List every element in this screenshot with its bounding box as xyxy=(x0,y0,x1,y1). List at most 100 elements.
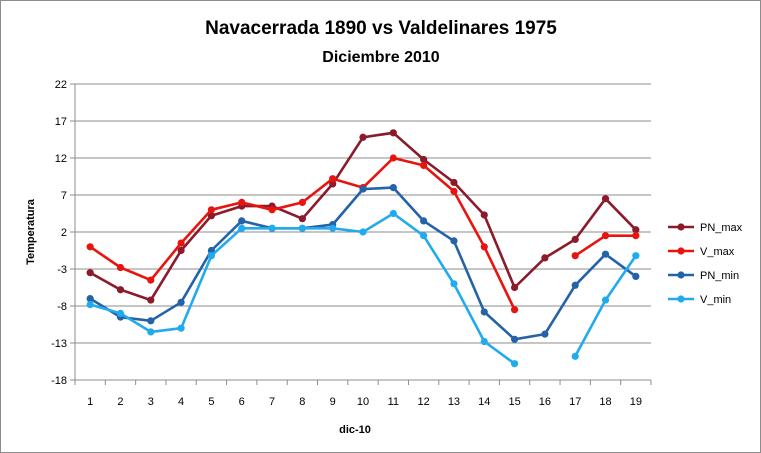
data-point-v-max xyxy=(450,187,458,195)
series-pn-max xyxy=(86,129,640,304)
legend-label-v-min: V_min xyxy=(700,294,731,306)
chart-subtitle: Diciembre 2010 xyxy=(322,49,440,66)
data-point-v-max xyxy=(177,239,185,247)
legend-marker-v-max xyxy=(677,247,685,255)
data-point-v-min xyxy=(420,232,428,240)
x-tick-label: 8 xyxy=(299,396,305,408)
legend: PN_max V_max PN_min V_min xyxy=(668,222,743,306)
data-point-pn-max xyxy=(359,133,367,141)
x-tick-label: 18 xyxy=(599,396,611,408)
data-point-pn-min xyxy=(541,330,549,338)
x-tick-label: 4 xyxy=(178,396,184,408)
data-point-v-max xyxy=(632,232,640,240)
x-tick-label: 13 xyxy=(448,396,460,408)
data-point-v-min xyxy=(359,228,367,236)
y-axis-label: Temperatura xyxy=(25,198,37,265)
data-point-v-max xyxy=(268,206,276,214)
data-point-pn-max xyxy=(510,283,519,292)
data-point-pn-max xyxy=(480,211,488,219)
data-point-v-max xyxy=(601,232,610,240)
y-tick-label: -3 xyxy=(57,264,67,276)
data-point-v-min xyxy=(329,224,337,232)
legend-marker-v-min xyxy=(677,295,685,303)
data-point-v-min xyxy=(389,209,397,218)
data-point-v-max xyxy=(207,206,216,214)
data-point-pn-min xyxy=(207,246,216,255)
data-point-v-min xyxy=(450,280,458,288)
data-point-pn-max xyxy=(632,226,640,234)
y-tick-label: 22 xyxy=(55,79,67,91)
data-point-v-max xyxy=(420,161,428,169)
data-point-v-max xyxy=(480,243,488,251)
data-point-pn-max xyxy=(298,215,306,223)
data-point-v-max xyxy=(571,252,579,260)
data-point-v-min xyxy=(510,360,519,368)
data-point-v-min xyxy=(601,296,610,304)
legend-item-v-min: V_min xyxy=(668,294,731,306)
x-tick-label: 5 xyxy=(208,396,214,408)
data-point-pn-max xyxy=(420,155,428,164)
y-tick-label: -18 xyxy=(51,375,67,387)
data-point-pn-min xyxy=(420,217,428,225)
data-point-pn-max xyxy=(86,269,94,277)
data-point-pn-min xyxy=(147,317,155,325)
data-point-v-min xyxy=(632,252,640,260)
x-tick-label: 1 xyxy=(87,396,93,408)
x-tick-label: 12 xyxy=(418,396,430,408)
data-point-v-min xyxy=(298,224,306,232)
y-tick-label: -8 xyxy=(57,301,67,313)
data-point-pn-max xyxy=(541,254,549,262)
series-line-v-min xyxy=(89,212,516,365)
x-tick-label: 15 xyxy=(508,396,520,408)
data-point-pn-max xyxy=(116,286,125,294)
y-tick-label: 2 xyxy=(61,227,67,239)
data-point-pn-max xyxy=(329,180,337,188)
data-point-v-min xyxy=(238,224,246,232)
data-point-pn-min xyxy=(632,272,640,280)
data-point-v-min xyxy=(480,337,488,346)
data-point-v-min xyxy=(147,328,155,336)
chart-title: Navacerrada 1890 vs Valdelinares 1975 xyxy=(205,18,557,39)
legend-marker-pn-max xyxy=(677,223,685,231)
data-point-pn-min xyxy=(389,184,397,192)
data-point-v-max xyxy=(510,306,519,314)
x-tick-label: 14 xyxy=(478,396,490,408)
data-point-pn-min xyxy=(450,237,458,245)
legend-label-v-max: V_max xyxy=(700,246,735,258)
x-tick-label: 2 xyxy=(117,396,123,408)
data-point-v-min xyxy=(177,324,185,332)
x-tick-label: 19 xyxy=(630,396,642,408)
data-point-v-min xyxy=(207,252,216,260)
data-point-v-min xyxy=(268,224,276,232)
data-point-v-min xyxy=(116,309,125,317)
x-tick-label: 3 xyxy=(148,396,154,408)
data-point-v-min xyxy=(571,352,579,360)
data-point-pn-min xyxy=(238,217,246,225)
y-tick-label: 12 xyxy=(55,153,67,165)
y-tick-label: -13 xyxy=(51,338,67,350)
data-point-pn-min xyxy=(359,185,367,193)
x-tick-label: 16 xyxy=(539,396,551,408)
data-point-pn-max xyxy=(389,129,397,137)
series-v-min xyxy=(86,209,640,368)
data-point-v-max xyxy=(116,263,125,272)
legend-item-v-max: V_max xyxy=(668,246,735,258)
y-tick-label: 7 xyxy=(61,190,67,202)
x-tick-label: 6 xyxy=(239,396,245,408)
data-point-v-min xyxy=(86,300,94,309)
legend-item-pn-min: PN_min xyxy=(668,270,739,282)
x-axis-label: dic-10 xyxy=(339,424,371,436)
data-point-pn-max xyxy=(147,296,155,304)
data-point-pn-min xyxy=(177,298,185,306)
data-point-pn-min xyxy=(480,308,488,316)
x-tick-label: 17 xyxy=(569,396,581,408)
data-point-pn-min xyxy=(571,281,579,289)
legend-marker-pn-min xyxy=(677,271,685,279)
data-point-pn-min xyxy=(86,295,94,303)
legend-item-pn-max: PN_max xyxy=(668,222,743,234)
data-point-pn-max xyxy=(450,178,458,187)
data-point-v-max xyxy=(389,154,397,162)
x-tick-label: 10 xyxy=(357,396,369,408)
